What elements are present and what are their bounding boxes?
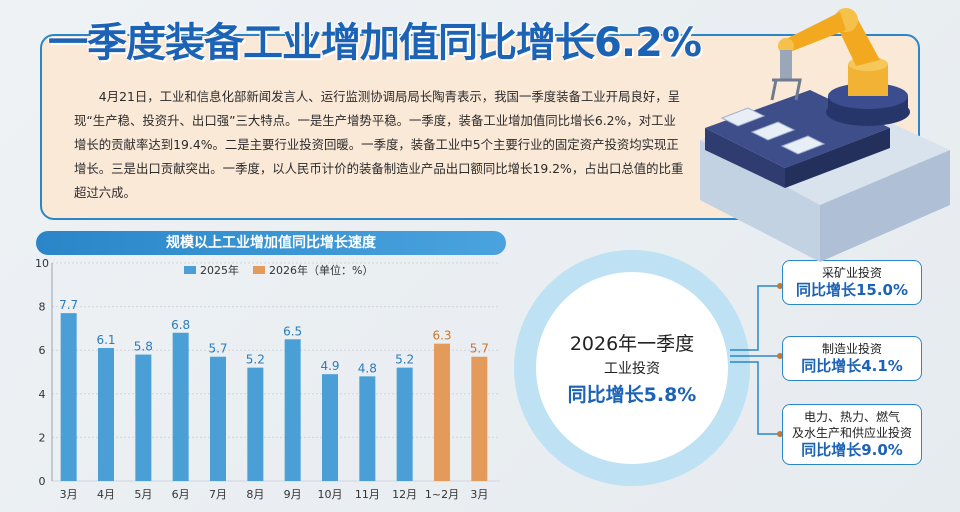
y-tick-label: 2 xyxy=(39,431,46,444)
x-tick-label: 4月 xyxy=(97,488,115,501)
x-tick-label: 11月 xyxy=(355,488,380,501)
chart-legend: 2025年 2026年（单位：%） xyxy=(184,262,373,278)
side-box-manufacturing: 制造业投资 同比增长4.1% xyxy=(782,336,922,381)
bar xyxy=(359,376,376,481)
bar xyxy=(98,348,114,481)
legend-item-2025: 2025年 xyxy=(184,262,239,278)
bar-value-label: 5.2 xyxy=(395,353,414,367)
chart-title: 规模以上工业增加值同比增长速度 xyxy=(36,231,506,255)
bar-value-label: 7.7 xyxy=(59,298,78,312)
bar-value-label: 4.9 xyxy=(320,359,339,373)
legend-item-2026: 2026年（单位：%） xyxy=(253,262,373,278)
y-tick-label: 8 xyxy=(39,301,46,314)
bar-value-label: 5.8 xyxy=(134,340,153,354)
side-box-value: 同比增长15.0% xyxy=(795,281,909,299)
bar-chart: 0 2 4 6 8 10 7.7 3月 6.1 4月 5.8 5月 6.8 6月 5.7 7月 5.2 8月 6.5… xyxy=(35,257,500,501)
bar-value-label: 5.7 xyxy=(208,342,227,356)
bar xyxy=(396,367,413,481)
x-tick-label: 6月 xyxy=(172,488,190,501)
y-tick-label: 6 xyxy=(39,344,46,357)
circle-value: 同比增长5.8% xyxy=(567,384,697,406)
bar xyxy=(322,374,338,481)
y-tick-label: 10 xyxy=(35,257,49,270)
bar-value-label: 5.7 xyxy=(470,342,489,356)
circle-title: 2026年一季度 xyxy=(569,333,695,355)
side-box-utilities: 电力、热力、燃气 及水生产和供应业投资 同比增长9.0% xyxy=(782,404,922,465)
x-tick-label: 7月 xyxy=(209,488,227,501)
legend-swatch-2025 xyxy=(184,266,196,274)
bar xyxy=(172,332,189,481)
bar xyxy=(135,354,152,481)
side-box-label: 制造业投资 xyxy=(821,342,882,356)
x-tick-label: 5月 xyxy=(134,488,152,501)
legend-label-2025: 2025年 xyxy=(200,264,239,277)
x-tick-label: 3月 xyxy=(470,488,488,501)
x-tick-label: 8月 xyxy=(246,488,264,501)
bar-value-label: 6.1 xyxy=(96,333,115,347)
x-tick-label: 3月 xyxy=(60,488,78,501)
side-box-value: 同比增长9.0% xyxy=(801,441,903,459)
y-tick-label: 4 xyxy=(39,388,46,401)
bar xyxy=(210,356,226,481)
bar xyxy=(247,367,264,481)
bar xyxy=(60,313,77,481)
bar-value-label: 6.8 xyxy=(171,318,190,332)
bar xyxy=(284,339,301,481)
bar-value-label: 4.8 xyxy=(358,361,377,375)
y-tick-label: 0 xyxy=(39,475,46,488)
legend-swatch-2026 xyxy=(253,266,265,274)
side-box-label: 电力、热力、燃气 及水生产和供应业投资 xyxy=(791,410,912,440)
intro-paragraph: 4月21日，工业和信息化部新闻发言人、运行监测协调局局长陶青表示，我国一季度装备… xyxy=(74,89,684,200)
circle-subtitle: 工业投资 xyxy=(604,361,660,377)
x-tick-label: 9月 xyxy=(284,488,302,501)
legend-label-2026: 2026年（单位：%） xyxy=(269,264,374,277)
bar-value-label: 5.2 xyxy=(246,353,265,367)
investment-circle: 2026年一季度 工业投资 同比增长5.8% xyxy=(536,272,728,464)
robot-arm-illustration xyxy=(700,8,950,262)
bar xyxy=(471,356,488,481)
headline: 一季度装备工业增加值同比增长6.2% xyxy=(48,20,702,66)
x-tick-label: 12月 xyxy=(392,488,417,501)
side-box-mining: 采矿业投资 同比增长15.0% xyxy=(782,260,922,305)
side-box-value: 同比增长4.1% xyxy=(801,357,903,375)
bar-value-label: 6.3 xyxy=(432,329,451,343)
x-tick-label: 1~2月 xyxy=(425,488,459,501)
x-tick-label: 10月 xyxy=(318,488,343,501)
bar-value-label: 6.5 xyxy=(283,324,302,338)
bar xyxy=(434,343,450,481)
side-box-label: 采矿业投资 xyxy=(821,266,882,280)
